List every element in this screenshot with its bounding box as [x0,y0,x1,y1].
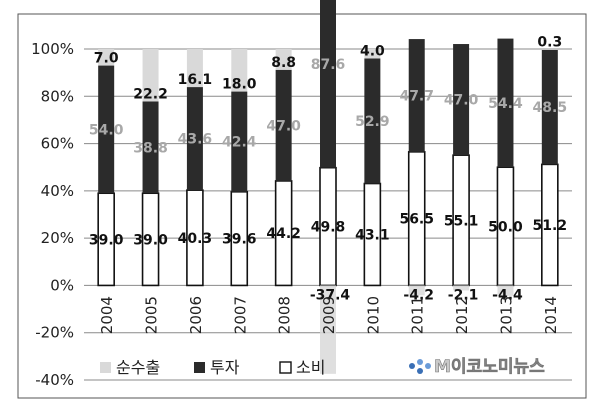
y-tick-label: 80% [41,87,74,105]
label-investment: 43.6 [178,132,213,148]
label-consumption: 40.3 [178,231,213,247]
x-tick-label: 2010 [364,296,382,334]
x-tick-label: 2005 [143,296,161,334]
bar-investment [186,87,203,191]
y-tick-label: 40% [41,182,74,200]
x-tick-label: 2007 [231,296,249,334]
label-consumption: 49.8 [311,220,346,236]
label-consumption: 50.0 [488,219,523,235]
label-investment: 47.0 [266,118,301,134]
y-tick-label: 0% [50,276,74,294]
label-net-export: 16.1 [178,72,213,88]
bar-net-export [541,49,558,50]
gridlines [84,48,572,381]
x-tick-label: 2011 [409,296,427,334]
label-consumption: 39.0 [89,232,124,248]
bar-investment [320,0,336,168]
y-tick-label: -20% [35,324,74,342]
label-consumption: 51.2 [533,218,568,234]
label-consumption: 56.5 [399,212,434,228]
label-investment: 54.4 [488,96,523,112]
label-net-export: 22.2 [133,86,168,102]
legend-investment-swatch [194,362,205,373]
y-tick-label: 100% [31,40,74,58]
x-tick-label: 2008 [276,296,294,334]
label-net-export: 0.3 [537,35,562,51]
bar-net-export [320,285,336,374]
label-net-export: -37.4 [310,287,351,303]
label-investment: 47.7 [399,88,434,104]
bar-investment [142,101,159,194]
bar-net-export [275,49,292,70]
x-tick-label: 2009 [320,296,338,334]
x-tick-label: 2013 [497,296,515,334]
label-investment: 38.8 [133,140,168,156]
bar-net-export [364,49,381,59]
bars [97,0,559,374]
x-axis: 2004 2005 2006 2007 2008 2009 2010 2011 2012 2013… [98,296,560,334]
watermark-logo-icon [409,359,431,374]
label-net-export: 7.0 [94,51,119,67]
label-net-export: -4.4 [492,287,523,303]
bar-investment [98,65,115,194]
watermark-text: M이코노미뉴스 [434,357,545,377]
bar-investment [364,58,381,184]
legend-consumption-label: 소비 [296,358,325,377]
bar-net-export [497,285,514,296]
label-consumption: 39.6 [222,232,257,248]
bar-net-export [98,49,115,66]
y-tick-label: 20% [41,229,74,247]
bar-net-export [186,49,203,88]
y-tick-label: 60% [41,135,74,153]
label-investment: 48.5 [533,100,568,116]
label-net-export: -2.1 [448,287,479,303]
x-tick-label: 2012 [453,296,471,334]
label-consumption: 39.0 [133,232,168,248]
legend: 순수출 투자 소비 [100,358,325,377]
bar-net-export [231,49,248,92]
label-investment: 52.9 [355,114,390,130]
bar-net-export [408,285,425,296]
bar-investment [453,44,470,156]
label-consumption: 43.1 [355,227,390,243]
label-net-export: 4.0 [360,43,385,59]
bar-investment [541,49,558,165]
y-axis: 100% 80% 60% 40% 20% 0% -20% -40% [31,40,74,389]
bar-net-export [453,285,470,291]
bar-investment [231,91,248,192]
bar-investment [408,39,425,152]
legend-net-export-swatch [100,362,111,373]
label-investment: 47.0 [444,93,479,109]
data-labels: 39.0 54.0 7.0 39.0 38.8 22.2 40.3 43.6 16.1 39.6 4… [89,35,567,304]
y-tick-label: -40% [35,371,74,389]
legend-consumption-swatch [279,361,292,374]
watermark: M이코노미뉴스 [409,357,545,377]
bar-net-export [142,49,159,102]
x-tick-label: 2006 [187,296,205,334]
label-net-export: -4.2 [403,287,434,303]
chart-frame [17,13,587,399]
bar-investment [275,69,292,181]
legend-net-export-label: 순수출 [116,358,160,377]
label-investment: 54.0 [89,122,124,138]
label-consumption: 44.2 [266,226,301,242]
label-net-export: 18.0 [222,77,257,93]
x-tick-label: 2014 [542,296,560,334]
label-investment: 87.6 [311,57,346,73]
x-tick-label: 2004 [98,296,116,334]
legend-investment-label: 투자 [210,358,240,377]
label-consumption: 55.1 [444,213,479,229]
label-investment: 42.4 [222,135,257,151]
bar-investment [497,38,514,168]
label-net-export: 8.8 [271,55,296,71]
